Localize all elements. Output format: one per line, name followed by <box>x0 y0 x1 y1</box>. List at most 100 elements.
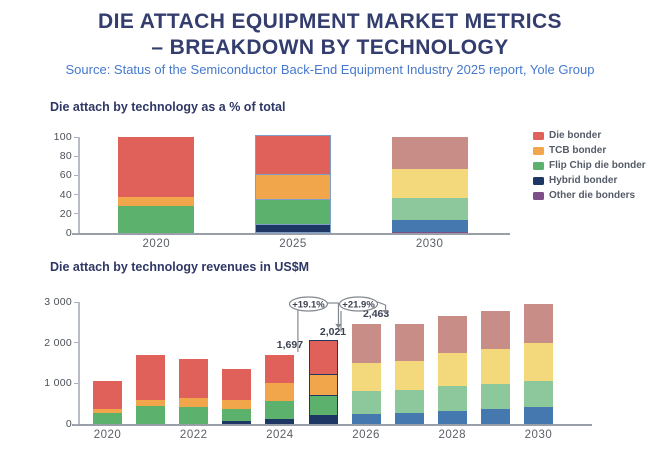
bar-segment <box>391 137 468 169</box>
y-axis <box>78 302 80 424</box>
bar-segment <box>523 381 553 407</box>
bar-2027 <box>394 323 424 424</box>
x-tick-label: 2022 <box>179 429 208 441</box>
y-tick-mark <box>74 174 78 176</box>
bar-segment <box>265 383 295 402</box>
bar-2028 <box>437 316 467 424</box>
legend-swatch <box>533 191 544 200</box>
bar-segment <box>256 136 330 175</box>
percent-chart-title: Die attach by technology as a % of total <box>50 100 286 114</box>
legend-swatch <box>533 131 544 140</box>
bar-2020 <box>93 381 123 424</box>
y-tick-mark <box>74 213 78 215</box>
bar-segment <box>394 390 424 414</box>
y-tick-mark <box>74 342 78 344</box>
bar-segment <box>222 399 252 409</box>
bar-value-label: 2,463 <box>362 307 390 320</box>
x-tick-label: 2020 <box>93 429 122 441</box>
bar-segment <box>437 411 467 424</box>
bar-2025 <box>308 339 338 424</box>
bar-segment <box>391 219 468 233</box>
bar-segment <box>93 381 123 409</box>
y-tick-mark <box>74 232 78 234</box>
x-tick-label: 2026 <box>352 429 380 441</box>
bar-segment <box>222 369 252 400</box>
bar-segment <box>480 310 510 349</box>
legend-swatch <box>533 176 544 185</box>
bar-segment <box>265 419 295 424</box>
legend-item: Die bonder <box>533 130 646 141</box>
bar-segment <box>179 398 209 407</box>
bar-2024 <box>265 355 295 424</box>
page-title-line2: – BREAKDOWN BY TECHNOLOGY <box>151 35 509 59</box>
bar-segment <box>118 137 195 197</box>
bar-2029 <box>480 310 510 424</box>
bar-segment <box>309 395 337 416</box>
percent-chart: 0 20 40 60 80 100 2020 2025 2030 <box>54 131 510 250</box>
bar-segment <box>391 168 468 199</box>
y-tick-label: 0 <box>65 418 72 430</box>
bar-segment <box>480 408 510 424</box>
y-tick-label: 60 <box>59 169 72 182</box>
legend-item: Other die bonders <box>533 190 646 201</box>
bar-segment <box>136 354 166 400</box>
y-tick-label: 20 <box>59 207 72 220</box>
growth-label: +19.1% <box>292 300 325 311</box>
bar-2025 <box>255 135 331 233</box>
bar-segment <box>523 406 553 424</box>
page-title: DIE ATTACH EQUIPMENT MARKET METRICS – BR… <box>0 9 660 60</box>
bar-segment <box>351 323 381 364</box>
bar-segment <box>136 405 166 424</box>
bar-segment <box>480 348 510 384</box>
legend-swatch <box>533 146 544 155</box>
bar-segment <box>391 198 468 220</box>
x-tick-label: 2025 <box>279 238 307 250</box>
bar-value-label: 1,697 <box>276 338 304 351</box>
bar-segment <box>256 174 330 200</box>
bar-segment <box>265 401 295 420</box>
y-tick-mark <box>74 301 78 303</box>
bar-value-label: 2,021 <box>319 325 347 338</box>
bar-segment <box>93 408 123 413</box>
source-line: Source: Status of the Semiconductor Back… <box>65 62 595 77</box>
bar-segment <box>222 421 252 424</box>
legend-item: Flip Chip die bonder <box>533 160 646 171</box>
bar-segment <box>394 361 424 391</box>
legend-item: TCB bonder <box>533 145 646 156</box>
y-tick-label: 80 <box>59 150 72 163</box>
bar-segment <box>179 358 209 399</box>
x-axis <box>72 424 592 426</box>
x-tick-label: 2030 <box>524 429 553 441</box>
y-tick-label: 2 000 <box>44 336 72 349</box>
bar-segment <box>309 340 337 374</box>
legend-label: Other die bonders <box>549 190 636 201</box>
y-tick-mark <box>74 136 78 138</box>
bar-segment <box>391 232 468 233</box>
revenue-chart: 0 1 000 2 000 3 000 2020 2022 2024 1,697 2,021 20… <box>44 296 592 441</box>
bar-segment <box>351 363 381 391</box>
chart-legend: Die bonder TCB bonder Flip Chip die bonder… <box>533 130 646 205</box>
legend-label: Hybrid bonder <box>549 175 618 186</box>
page-title-line1: DIE ATTACH EQUIPMENT MARKET METRICS <box>98 10 562 33</box>
bar-segment <box>118 206 195 233</box>
y-tick-mark <box>74 382 78 384</box>
bar-segment <box>523 343 553 382</box>
x-tick-label: 2030 <box>415 238 444 250</box>
x-tick-label: 2028 <box>438 429 467 441</box>
bar-2020 <box>118 137 195 233</box>
bar-segment <box>309 373 337 396</box>
legend-item: Hybrid bonder <box>533 175 646 186</box>
bar-segment <box>118 196 195 207</box>
bar-segment <box>351 390 381 415</box>
bar-2030 <box>523 303 553 424</box>
bar-segment <box>222 408 252 422</box>
bar-2030 <box>391 137 468 233</box>
y-tick-mark <box>74 194 78 196</box>
legend-label: TCB bonder <box>549 145 607 156</box>
bar-segment <box>136 399 166 406</box>
bar-segment <box>437 316 467 353</box>
bar-segment <box>309 415 337 423</box>
bar-segment <box>437 352 467 387</box>
y-tick-label: 1 000 <box>44 377 72 390</box>
